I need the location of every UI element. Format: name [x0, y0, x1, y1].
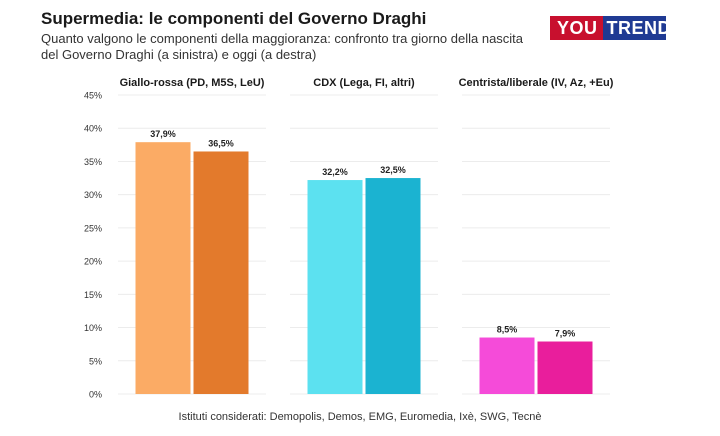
y-tick-label: 15% — [84, 290, 102, 300]
bar — [307, 180, 363, 394]
bar-value-label: 37,9% — [150, 129, 176, 139]
y-tick-label: 45% — [84, 91, 102, 101]
bar — [365, 178, 421, 394]
bar — [479, 337, 535, 394]
logo-part-trend: TREND — [602, 16, 666, 40]
chart-title: Supermedia: le componenti del Governo Dr… — [41, 9, 427, 28]
y-tick-label: 0% — [89, 390, 102, 400]
y-tick-label: 10% — [84, 323, 102, 333]
bar — [537, 341, 593, 394]
y-tick-label: 35% — [84, 157, 102, 167]
y-tick-label: 30% — [84, 190, 102, 200]
youtrend-logo: YOU TREND — [550, 16, 666, 40]
panel-header: Giallo-rossa (PD, M5S, LeU) — [120, 77, 265, 89]
panel-header: Centrista/liberale (IV, Az, +Eu) — [459, 77, 614, 89]
bar-value-label: 32,5% — [380, 165, 406, 175]
bar-value-label: 32,2% — [322, 167, 348, 177]
logo-part-you: YOU — [557, 17, 598, 38]
chart-subtitle: Quanto valgono le componenti della maggi… — [41, 31, 524, 62]
y-tick-label: 20% — [84, 257, 102, 267]
bar-value-label: 8,5% — [497, 325, 518, 335]
bar-value-label: 7,9% — [555, 329, 576, 339]
bar-value-label: 36,5% — [208, 138, 234, 148]
y-tick-label: 25% — [84, 223, 102, 233]
y-tick-label: 5% — [89, 356, 102, 366]
bar — [193, 151, 249, 394]
y-tick-label: 40% — [84, 124, 102, 134]
sources-note: Istituti considerati: Demopolis, Demos, … — [178, 411, 542, 423]
bar — [135, 142, 191, 394]
panel-header: CDX (Lega, FI, altri) — [313, 77, 415, 89]
